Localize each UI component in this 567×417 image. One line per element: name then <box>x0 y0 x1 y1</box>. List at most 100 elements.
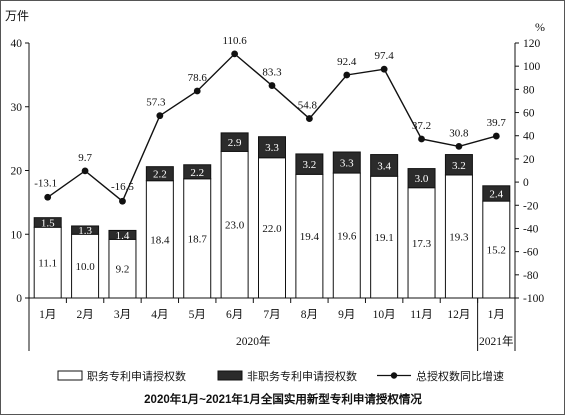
growth-label: 39.7 <box>487 117 507 129</box>
growth-point <box>380 65 388 73</box>
bar-label-employee: 19.4 <box>300 231 320 243</box>
legend-marker-growth <box>390 372 398 379</box>
bar-non-employee <box>407 168 436 189</box>
bar-label-non-employee: 3.3 <box>340 158 354 170</box>
category-label: 9月 <box>338 309 355 321</box>
category-label: 11月 <box>410 309 433 321</box>
growth-point <box>119 197 126 205</box>
year-group-label: 2021年 <box>479 334 514 348</box>
bars-layer <box>33 132 511 299</box>
left-tick-label: 10 <box>11 229 23 241</box>
growth-point <box>44 193 52 201</box>
category-label: 6月 <box>226 309 243 321</box>
right-tick-label: -100 <box>523 293 544 305</box>
bar-label-employee: 17.3 <box>412 238 432 250</box>
growth-label: 78.6 <box>188 72 208 84</box>
bar-non-employee <box>145 166 174 182</box>
bar-label-employee: 15.2 <box>487 245 506 257</box>
bar-label-non-employee: 2.4 <box>489 188 503 200</box>
bar-non-employee <box>183 164 212 180</box>
bar-label-employee: 9.2 <box>116 264 130 276</box>
growth-point <box>231 50 239 58</box>
bar-label-employee: 23.0 <box>225 220 245 232</box>
growth-label: 54.8 <box>298 100 318 112</box>
bar-label-non-employee: 3.2 <box>303 159 317 171</box>
growth-line-layer <box>44 50 500 205</box>
left-tick-label: 30 <box>11 102 23 114</box>
category-label: 10月 <box>373 309 396 321</box>
category-label: 5月 <box>189 309 206 321</box>
legend-label-non-employee: 非职务专利申请授权数 <box>247 369 357 383</box>
legend-swatch-non-employee <box>217 370 243 381</box>
bar-label-employee: 18.4 <box>150 234 170 246</box>
bar-employee <box>108 238 137 299</box>
category-label: 1月 <box>39 309 56 321</box>
bar-employee <box>33 226 62 299</box>
growth-point <box>492 132 500 140</box>
bar-label-non-employee: 3.2 <box>452 160 466 172</box>
bar-employee <box>370 175 399 299</box>
bar-label-employee: 18.7 <box>188 233 208 245</box>
category-label: 8月 <box>301 309 318 321</box>
category-label: 4月 <box>151 309 168 321</box>
growth-label: 30.8 <box>449 127 469 139</box>
growth-label: -16.5 <box>111 181 134 193</box>
category-label: 7月 <box>263 309 280 321</box>
bar-label-employee: 11.1 <box>38 258 57 270</box>
category-label: 12月 <box>447 309 470 321</box>
growth-point <box>343 71 351 79</box>
legend-swatch-employee <box>57 370 83 381</box>
year-group-label: 2020年 <box>236 334 271 348</box>
growth-point <box>268 82 276 89</box>
bar-non-employee <box>220 132 249 152</box>
bar-employee <box>482 200 511 299</box>
right-tick-label: -60 <box>523 247 539 259</box>
bar-non-employee <box>370 154 399 177</box>
chart-title: 2020年1月~2021年1月全国实用新型专利申请授权情况 <box>144 392 422 406</box>
category-label: 1月 <box>488 309 505 321</box>
bar-non-employee <box>33 217 62 228</box>
bar-non-employee <box>332 151 361 174</box>
growth-label: 9.7 <box>78 152 92 164</box>
growth-point <box>305 115 313 122</box>
bar-non-employee <box>258 136 286 159</box>
bar-label-non-employee: 1.3 <box>78 225 92 237</box>
right-tick-label: 100 <box>523 61 541 73</box>
bar-label-non-employee: 3.4 <box>377 160 391 172</box>
bar-label-non-employee: 3.3 <box>265 142 279 154</box>
bar-non-employee <box>295 153 324 175</box>
right-axis-unit: % <box>535 20 545 34</box>
right-tick-label: -20 <box>523 200 539 212</box>
right-tick-label: -80 <box>523 270 539 282</box>
bar-employee <box>295 173 324 299</box>
bar-label-employee: 19.3 <box>449 231 469 243</box>
left-tick-label: 20 <box>11 166 23 178</box>
category-label: 3月 <box>114 309 131 321</box>
bar-label-non-employee: 2.9 <box>228 137 242 149</box>
bar-label-non-employee: 2.2 <box>153 169 167 181</box>
bar-employee <box>258 157 286 299</box>
bar-non-employee <box>71 225 100 235</box>
bar-non-employee <box>108 229 137 240</box>
left-axis-unit: 万件 <box>5 9 29 23</box>
growth-point <box>455 142 463 150</box>
left-tick-label: 40 <box>11 38 23 50</box>
legend-label-employee: 职务专利申请授权数 <box>87 369 186 383</box>
growth-point <box>156 112 164 120</box>
bar-label-employee: 22.0 <box>262 223 282 235</box>
right-tick-label: 80 <box>523 84 535 96</box>
bar-employee <box>332 172 361 299</box>
legend-label-growth: 总授权数同比增速 <box>416 369 504 383</box>
growth-label: 92.4 <box>337 56 357 68</box>
growth-label: -13.1 <box>34 177 57 189</box>
growth-point <box>193 87 201 95</box>
bar-label-employee: 19.6 <box>337 231 357 243</box>
category-label: 2月 <box>76 309 93 321</box>
bar-non-employee <box>482 185 511 202</box>
growth-label: 97.4 <box>375 50 395 62</box>
bar-employee <box>183 178 212 299</box>
bar-label-non-employee: 2.2 <box>190 167 204 179</box>
growth-label: 37.2 <box>412 120 431 132</box>
